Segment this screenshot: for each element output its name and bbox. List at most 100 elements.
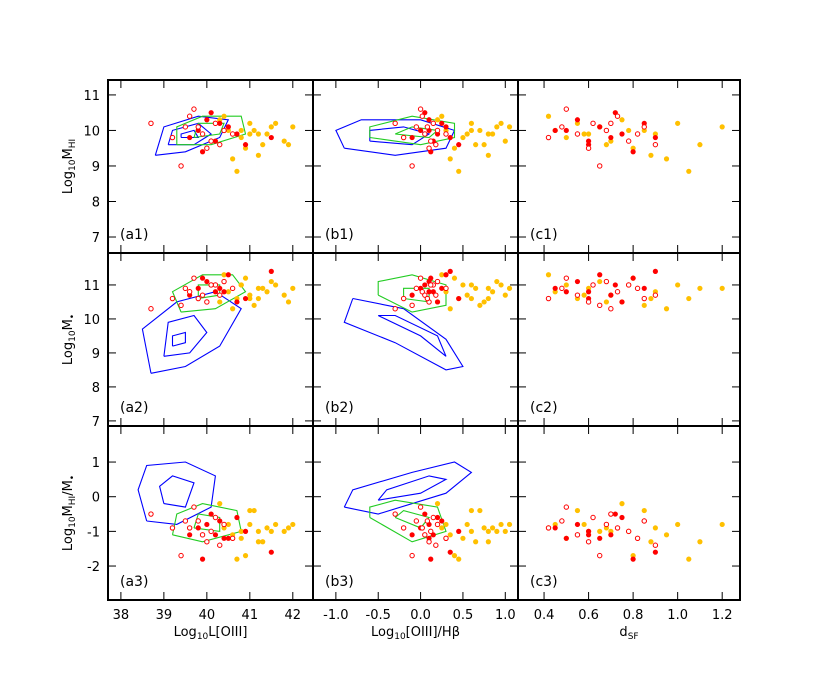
point bbox=[494, 528, 500, 534]
point bbox=[464, 292, 470, 298]
point bbox=[182, 518, 189, 524]
point bbox=[443, 285, 449, 292]
point bbox=[494, 278, 500, 285]
y-axis-label-part: 10 bbox=[68, 159, 78, 171]
x-axis-label-part: 10 bbox=[197, 632, 209, 642]
point bbox=[608, 532, 614, 538]
point bbox=[419, 289, 425, 295]
point bbox=[413, 285, 420, 292]
point bbox=[264, 525, 270, 531]
point bbox=[238, 528, 244, 534]
point bbox=[419, 113, 425, 119]
point bbox=[506, 521, 513, 528]
point bbox=[178, 163, 184, 169]
point bbox=[574, 292, 581, 298]
point bbox=[498, 521, 504, 528]
point bbox=[290, 124, 296, 130]
point bbox=[468, 120, 475, 126]
point bbox=[422, 282, 428, 288]
point bbox=[686, 168, 692, 174]
point bbox=[268, 268, 274, 274]
point bbox=[545, 272, 552, 278]
x-tick-label: -1.0 bbox=[323, 608, 348, 623]
point bbox=[619, 514, 625, 521]
point bbox=[439, 113, 445, 119]
point bbox=[545, 295, 552, 302]
point bbox=[212, 282, 219, 288]
point bbox=[625, 528, 632, 535]
y-tick-label: 10 bbox=[83, 313, 100, 328]
point bbox=[148, 306, 154, 312]
point bbox=[456, 556, 462, 562]
point bbox=[212, 532, 219, 538]
point bbox=[563, 275, 570, 281]
point bbox=[229, 535, 236, 542]
point bbox=[648, 152, 654, 158]
point bbox=[247, 120, 253, 126]
point bbox=[443, 131, 449, 137]
point bbox=[597, 302, 603, 309]
point bbox=[625, 282, 632, 288]
point bbox=[148, 511, 154, 517]
point bbox=[447, 156, 453, 162]
point bbox=[552, 127, 558, 134]
point bbox=[428, 282, 434, 288]
point bbox=[434, 278, 441, 285]
point bbox=[563, 504, 570, 510]
point bbox=[590, 282, 596, 288]
y-axis-label-part: /M bbox=[61, 480, 76, 496]
point bbox=[443, 521, 449, 528]
panel-label: (a3) bbox=[120, 574, 148, 590]
point bbox=[652, 549, 658, 555]
y-tick-label: 9 bbox=[92, 347, 100, 362]
y-tick-label: 7 bbox=[92, 231, 100, 246]
point bbox=[392, 120, 398, 127]
point bbox=[451, 275, 458, 281]
point bbox=[221, 289, 227, 295]
point bbox=[169, 134, 176, 141]
point bbox=[443, 272, 449, 278]
point bbox=[273, 120, 279, 126]
point bbox=[208, 110, 214, 116]
y-axis-label-part: M bbox=[61, 319, 76, 330]
point bbox=[614, 525, 621, 531]
point bbox=[426, 539, 432, 545]
point bbox=[485, 528, 491, 534]
point bbox=[281, 292, 287, 298]
point bbox=[234, 556, 240, 562]
point bbox=[413, 124, 420, 130]
point bbox=[242, 275, 249, 281]
point bbox=[608, 292, 614, 298]
point bbox=[433, 292, 439, 298]
point bbox=[422, 131, 428, 137]
point bbox=[456, 168, 462, 174]
point bbox=[208, 511, 214, 517]
point bbox=[641, 124, 647, 130]
point bbox=[225, 127, 231, 134]
point bbox=[251, 302, 257, 308]
x-axis-label: dSF bbox=[619, 625, 638, 642]
point bbox=[585, 145, 592, 151]
point bbox=[208, 528, 214, 535]
point bbox=[255, 295, 262, 302]
point bbox=[290, 521, 296, 528]
point bbox=[652, 268, 658, 274]
point bbox=[574, 120, 581, 126]
point bbox=[419, 525, 425, 531]
point bbox=[630, 149, 636, 155]
point bbox=[199, 131, 206, 137]
point bbox=[434, 501, 441, 507]
point bbox=[585, 528, 592, 534]
point bbox=[686, 556, 692, 562]
point bbox=[221, 272, 227, 278]
point bbox=[268, 124, 274, 130]
x-tick-label: 1.0 bbox=[495, 608, 516, 623]
point bbox=[585, 299, 592, 305]
point bbox=[264, 289, 270, 295]
point bbox=[217, 542, 223, 548]
point bbox=[434, 514, 441, 521]
point bbox=[434, 127, 441, 134]
point bbox=[255, 539, 262, 545]
point bbox=[652, 141, 659, 148]
point bbox=[187, 134, 193, 141]
